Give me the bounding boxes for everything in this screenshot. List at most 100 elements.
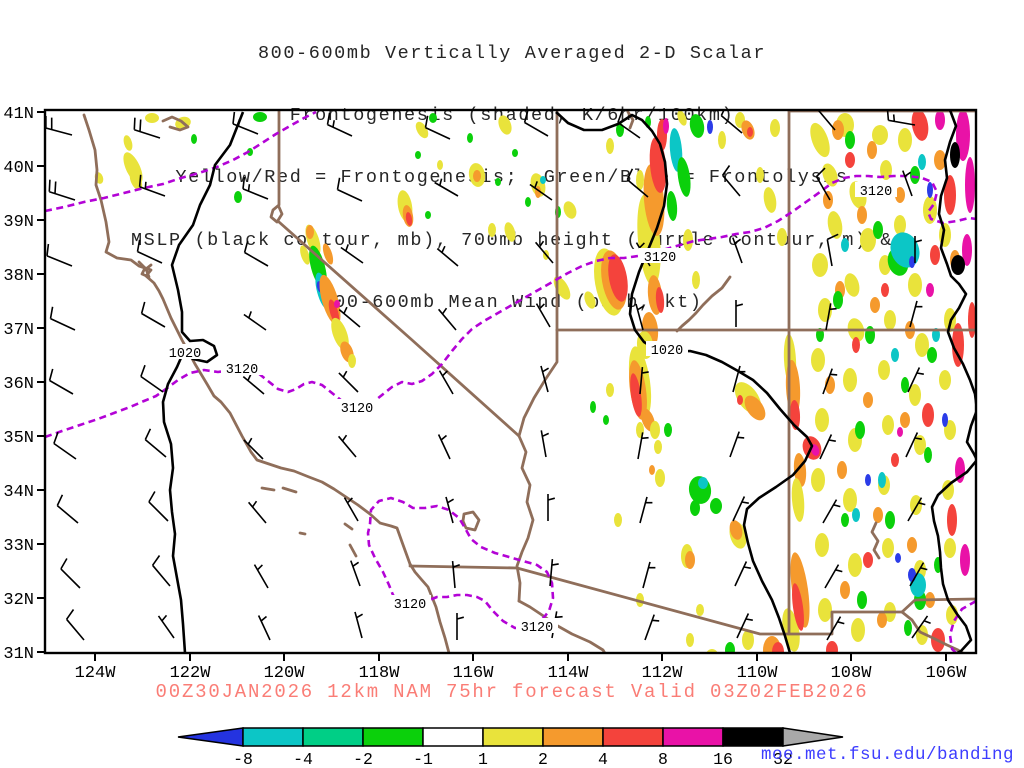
- wind-barb: [886, 111, 916, 126]
- wind-barb: [822, 499, 841, 524]
- x-axis-label: 124W: [75, 664, 117, 683]
- shaded-region: [677, 111, 687, 126]
- shaded-region: [845, 131, 855, 149]
- wind-barb: [732, 237, 743, 264]
- shaded-region: [123, 135, 133, 151]
- colorbar-segment: [242, 727, 304, 747]
- shaded-region: [952, 323, 964, 367]
- shaded-region: [725, 642, 735, 652]
- wind-barb: [451, 561, 460, 589]
- height-contours-layer: [46, 111, 975, 652]
- shaded-region: [563, 201, 577, 219]
- wind-barb: [909, 300, 923, 328]
- colorbar-tick-label: -8: [233, 750, 253, 768]
- shaded-region: [878, 360, 890, 380]
- wind-barb: [540, 365, 550, 393]
- wind-barb: [822, 368, 838, 395]
- wind-barb: [547, 494, 556, 521]
- contour-label: 1020: [651, 344, 683, 359]
- shaded-region: [756, 167, 764, 183]
- contour-label-mask: [855, 182, 897, 197]
- mslp-contours-layer: [161, 111, 975, 652]
- colorbar-left-arrow: [177, 727, 244, 747]
- wind-barb: [46, 116, 73, 136]
- x-axis-label: 108W: [831, 664, 873, 683]
- contour-label: 3120: [521, 621, 553, 636]
- shaded-region: [666, 191, 678, 221]
- shaded-region: [944, 175, 956, 215]
- shaded-region: [191, 134, 197, 144]
- colorbar-right-arrow: [782, 727, 844, 747]
- wind-barb: [523, 111, 549, 137]
- shaded-region: [718, 131, 726, 149]
- y-axis-label: 34N: [3, 483, 34, 502]
- geography-line: [675, 275, 732, 333]
- shaded-region: [689, 114, 705, 138]
- contour-label-mask: [516, 618, 558, 633]
- contour-label-mask: [221, 360, 263, 375]
- shaded-region: [944, 538, 956, 558]
- shaded-region: [897, 427, 903, 437]
- height-contour: [46, 174, 975, 439]
- wind-barb: [242, 373, 265, 395]
- shaded-region: [322, 243, 334, 265]
- shaded-region: [880, 160, 892, 180]
- colorbar-tick-label: 16: [713, 750, 733, 768]
- mslp-contour: [930, 111, 975, 652]
- wind-barb: [136, 239, 163, 264]
- y-axis-label: 39N: [3, 213, 34, 232]
- x-axis-label: 120W: [264, 664, 306, 683]
- wind-barb: [642, 561, 656, 589]
- shaded-region: [512, 149, 518, 157]
- wind-barb: [46, 243, 73, 267]
- shaded-region: [649, 465, 655, 475]
- x-axis-label: 110W: [737, 664, 779, 683]
- shaded-region: [956, 111, 970, 161]
- shaded-region: [965, 157, 975, 213]
- shaded-region: [677, 157, 691, 197]
- shaded-region: [792, 583, 804, 631]
- site-link[interactable]: moe.met.fsu.edu/banding: [760, 745, 1014, 765]
- wind-barb: [354, 611, 364, 639]
- colorbar-segment: [542, 727, 604, 747]
- shaded-region: [837, 461, 847, 479]
- shaded-region: [857, 206, 867, 224]
- colorbar-tick-label: 8: [658, 750, 668, 768]
- shaded-region: [910, 495, 922, 515]
- height-contour: [948, 600, 975, 652]
- colorbar-segment: [722, 727, 784, 747]
- shaded-region: [909, 256, 915, 268]
- shaded-region: [833, 291, 843, 309]
- shaded-region: [655, 469, 665, 487]
- shaded-region: [253, 112, 267, 122]
- shaded-region: [540, 176, 546, 184]
- wind-barb: [437, 307, 457, 331]
- x-axis-label: 122W: [170, 664, 212, 683]
- shaded-region: [683, 229, 693, 251]
- geography-line: [82, 113, 412, 566]
- wind-barb: [350, 560, 361, 587]
- contour-label: 3120: [860, 185, 892, 200]
- shaded-region: [873, 507, 883, 523]
- shaded-region: [608, 254, 628, 302]
- shaded-region: [915, 333, 929, 357]
- shaded-region: [908, 273, 922, 297]
- wind-barb: [732, 496, 749, 522]
- shaded-region: [306, 225, 314, 239]
- colorbar-tick-label: 1: [478, 750, 488, 768]
- wind-barb: [644, 614, 660, 641]
- geography-line: [870, 521, 881, 560]
- shaded-region: [525, 197, 531, 207]
- colorbar: -8 -4 -2 -1 1 2 4 8 16 32: [177, 727, 844, 768]
- wind-barb: [148, 491, 169, 522]
- shaded-region: [908, 568, 916, 582]
- contour-label-mask: [164, 344, 206, 359]
- shaded-region: [763, 187, 777, 213]
- contour-label-mask: [646, 341, 688, 356]
- colorbar-tick-label: -2: [353, 750, 373, 768]
- shaded-region: [934, 150, 946, 170]
- geography-line: [161, 115, 190, 132]
- map-frame: [43, 108, 978, 655]
- geography-line: [408, 562, 451, 652]
- wind-barb: [902, 170, 913, 197]
